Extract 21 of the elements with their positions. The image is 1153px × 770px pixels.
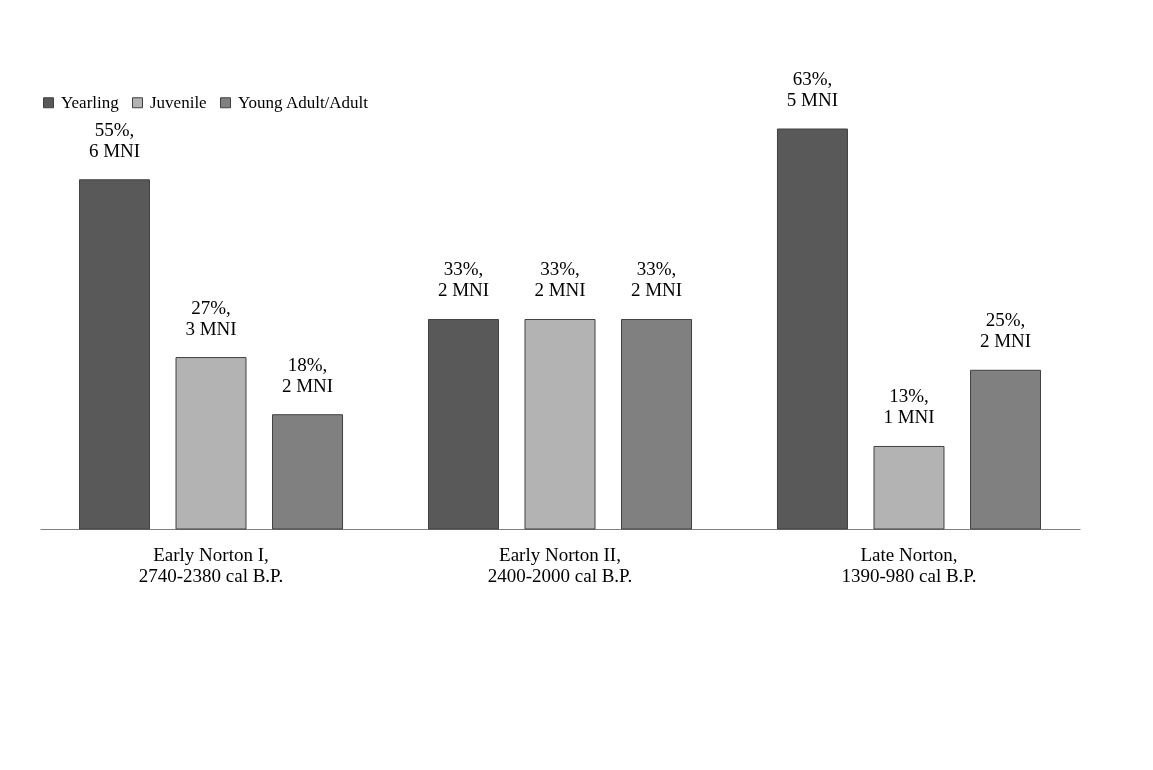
data-label: 33%, 2 MNI (437, 258, 490, 301)
data-label: 63%, 5 MNI (786, 68, 839, 110)
legend-label: Yearling (61, 92, 120, 112)
data-label: 33%, 2 MNI (534, 258, 586, 301)
bar (873, 445, 945, 530)
bar (524, 318, 596, 530)
legend-label: Juvenile (150, 92, 207, 112)
data-label: 25%, 2 MNI (979, 309, 1032, 352)
data-label: 18%, 2 MNI (281, 353, 334, 396)
data-label: 13%, 1 MNI (883, 385, 935, 428)
data-label: 27%, 3 MNI (185, 296, 237, 339)
x-tick-label: Early Norton I, 2740-2380 cal B.P. (138, 543, 284, 586)
bar (175, 357, 247, 530)
data-label: 55%, 6 MNI (88, 118, 141, 161)
bar (776, 128, 848, 530)
legend-label: Young Adult/Adult (238, 92, 369, 112)
bar (78, 179, 150, 530)
x-tick-label: Early Norton II, 2400-2000 cal B.P. (487, 543, 633, 586)
bar (427, 318, 499, 530)
data-label: 33%, 2 MNI (630, 258, 683, 301)
x-tick-label: Late Norton, 1390-980 cal B.P. (841, 543, 977, 586)
